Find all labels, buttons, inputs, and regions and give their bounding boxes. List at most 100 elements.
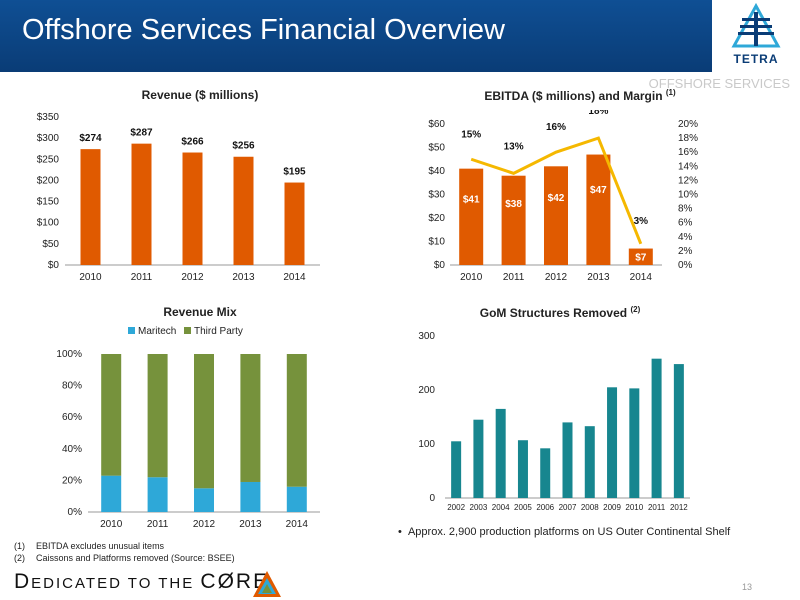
- ebitda-y2-tick-label: 14%: [678, 161, 698, 172]
- revenue-y-tick-label: $50: [42, 239, 59, 250]
- gom-bar: [540, 448, 551, 498]
- ebitda-data-label: $7: [635, 253, 647, 264]
- ebitda-chart: $0 $10 $20 $30 $40 $50 $60 0% 2% 4% 6% 8% 10% 12% 14% 1…: [428, 110, 698, 283]
- revenue-mix-bar-segment: [286, 354, 307, 487]
- gom-y-tick-label: 200: [418, 385, 435, 396]
- gom-bar: [562, 422, 573, 498]
- logo-text: TETRA: [733, 52, 779, 66]
- revenue-y-tick-label: $300: [37, 133, 60, 144]
- division-label: OFFSHORE SERVICES: [648, 76, 790, 91]
- ebitda-y-tick-label: $60: [428, 119, 445, 130]
- margin-data-label: 3%: [634, 216, 649, 227]
- gom-y-tick-label: 0: [429, 493, 435, 504]
- margin-line: [470, 136, 643, 245]
- ebitda-y2-tick-label: 16%: [678, 147, 698, 158]
- revenue-bar: [182, 152, 203, 265]
- ebitda-bar: [459, 168, 484, 265]
- ebitda-y2-tick-label: 2%: [678, 246, 693, 257]
- ebitda-data-label: $38: [505, 199, 522, 210]
- ebitda-y2-tick-label: 12%: [678, 175, 698, 186]
- bullet-text: Approx. 2,900 production platforms on US…: [407, 526, 731, 538]
- gom-x-tick-label: 2008: [581, 503, 599, 510]
- revenue-x-tick-label: 2013: [232, 272, 255, 283]
- gom-bar: [607, 387, 618, 498]
- revenue-mix-x-tick-label: 2010: [100, 519, 123, 530]
- ebitda-data-label: $47: [590, 185, 607, 196]
- core-triangle-icon: [253, 571, 281, 597]
- tagline-prefix: D: [14, 570, 32, 593]
- margin-data-label: 16%: [546, 122, 566, 133]
- ebitda-y-tick-label: $0: [434, 260, 446, 271]
- revenue-mix-chart-title: Revenue Mix: [100, 305, 300, 319]
- revenue-bar: [131, 143, 152, 265]
- gom-title-footnote-ref: (2): [630, 305, 641, 314]
- revenue-mix-y-tick-label: 80%: [62, 381, 82, 392]
- bullet-icon: •: [398, 526, 408, 538]
- gom-y-tick-label: 300: [418, 331, 435, 342]
- ebitda-y2-tick-label: 4%: [678, 232, 693, 243]
- ebitda-y-tick-label: $40: [428, 166, 445, 177]
- revenue-mix-y-tick-label: 20%: [62, 475, 82, 486]
- revenue-mix-x-tick-label: 2012: [193, 519, 216, 530]
- legend-label: Third Party: [194, 326, 243, 337]
- ebitda-x-tick-label: 2012: [545, 272, 568, 283]
- revenue-data-label: $266: [181, 137, 204, 148]
- ebitda-y-tick-label: $10: [428, 237, 445, 248]
- ebitda-y2-tick-label: 0%: [678, 260, 693, 271]
- revenue-data-label: $195: [283, 167, 306, 178]
- gom-x-tick-label: 2006: [536, 503, 554, 510]
- gom-bar: [651, 358, 662, 498]
- revenue-mix-y-tick-label: 40%: [62, 444, 82, 455]
- revenue-data-label: $274: [79, 133, 102, 144]
- gom-x-tick-label: 2007: [559, 503, 577, 510]
- revenue-data-label: $256: [232, 141, 255, 152]
- revenue-bar: [284, 182, 305, 265]
- footnote-2: (2) Caissons and Platforms removed (Sourc…: [14, 552, 235, 564]
- revenue-mix-chart: 0% 20% 40% 60% 80% 100% Maritech Third Party 201…: [56, 326, 320, 530]
- company-logo: TETRA: [712, 0, 800, 72]
- ebitda-bar: [501, 175, 526, 265]
- gom-y-tick-label: 100: [418, 439, 435, 450]
- ebitda-bar: [586, 154, 611, 265]
- header-bar: Offshore Services Financial Overview TET…: [0, 0, 800, 72]
- gom-x-tick-label: 2012: [670, 503, 688, 510]
- margin-data-label: 13%: [504, 141, 524, 152]
- footnote-1-number: (1): [14, 541, 25, 551]
- gom-bar: [451, 441, 462, 498]
- ebitda-y-tick-label: $50: [428, 143, 445, 154]
- revenue-x-tick-label: 2010: [79, 272, 102, 283]
- ebitda-bar: [628, 248, 653, 265]
- revenue-y-tick-label: $350: [37, 112, 60, 123]
- revenue-y-tick-label: $200: [37, 175, 60, 186]
- legend-label: Maritech: [138, 326, 176, 337]
- revenue-mix-bar-segment: [147, 354, 168, 478]
- revenue-x-tick-label: 2014: [283, 272, 306, 283]
- page-number: 13: [741, 582, 752, 592]
- revenue-y-tick-label: $100: [37, 218, 60, 229]
- revenue-mix-x-tick-label: 2011: [147, 519, 169, 530]
- revenue-mix-bar-segment: [286, 486, 307, 512]
- revenue-y-tick-label: $0: [48, 260, 60, 271]
- revenue-chart-title-text: Revenue ($ millions): [141, 88, 259, 102]
- gom-x-tick-label: 2002: [447, 503, 465, 510]
- gom-x-tick-label: 2009: [603, 503, 621, 510]
- bullet-note: • Approx. 2,900 production platforms on …: [398, 526, 730, 538]
- revenue-bar: [233, 156, 254, 265]
- ebitda-chart-title: EBITDA ($ millions) and Margin (1): [430, 88, 730, 103]
- revenue-mix-x-tick-label: 2014: [286, 519, 309, 530]
- tagline: DEDICATED TO THE CØRE: [14, 570, 269, 594]
- footnote-1-text: EBITDA excludes unusual items: [36, 541, 165, 551]
- gom-bar: [584, 426, 595, 498]
- gom-x-tick-label: 2010: [625, 503, 643, 510]
- footnote-1: (1) EBITDA excludes unusual items: [14, 540, 235, 552]
- revenue-data-label: $287: [130, 128, 153, 139]
- gom-bar: [629, 388, 640, 498]
- revenue-chart: $0 $50 $100 $150 $200 $250 $300 $350 $274 2010 $28…: [37, 112, 320, 283]
- revenue-bar: [80, 149, 101, 265]
- ebitda-y2-tick-label: 20%: [678, 119, 698, 130]
- ebitda-chart-title-text: EBITDA ($ millions) and Margin: [484, 89, 663, 103]
- ebitda-x-tick-label: 2013: [587, 272, 610, 283]
- ebitda-y2-tick-label: 10%: [678, 190, 698, 201]
- revenue-mix-y-tick-label: 60%: [62, 412, 82, 423]
- revenue-chart-title: Revenue ($ millions): [100, 88, 300, 102]
